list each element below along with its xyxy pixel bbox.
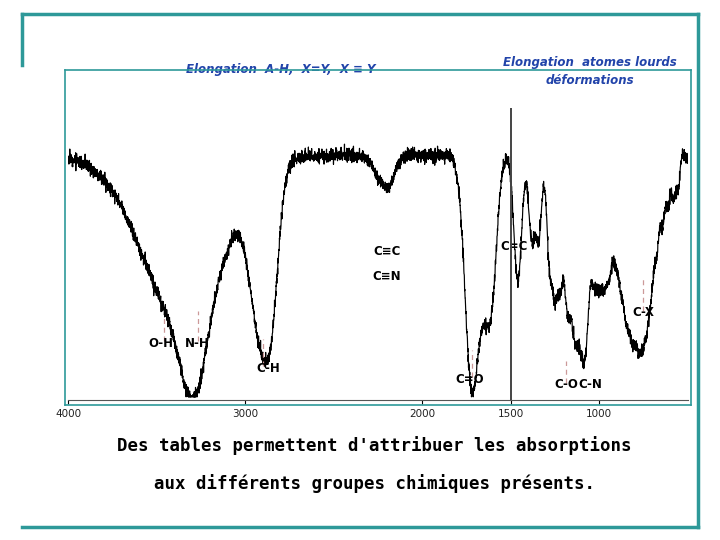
Text: Elongation  A-H,  X=Y,  X ≡ Y: Elongation A-H, X=Y, X ≡ Y <box>186 63 375 76</box>
Text: C-H: C-H <box>256 362 280 375</box>
Text: Elongation  atomes lourds: Elongation atomes lourds <box>503 56 678 69</box>
Text: C-X: C-X <box>632 306 654 319</box>
Text: C-N: C-N <box>578 379 602 392</box>
Text: C=C: C=C <box>500 240 528 253</box>
Text: N-H: N-H <box>185 337 210 350</box>
Text: C-O: C-O <box>554 379 578 392</box>
Text: O-H: O-H <box>148 337 173 350</box>
Text: Des tables permettent d'attribuer les absorptions: Des tables permettent d'attribuer les ab… <box>117 436 631 455</box>
Text: déformations: déformations <box>546 74 634 87</box>
Text: C≡N: C≡N <box>372 270 401 283</box>
Text: C≡C: C≡C <box>373 245 400 258</box>
Text: aux différents groupes chimiques présents.: aux différents groupes chimiques présent… <box>154 474 595 493</box>
Text: C=O: C=O <box>456 373 485 386</box>
